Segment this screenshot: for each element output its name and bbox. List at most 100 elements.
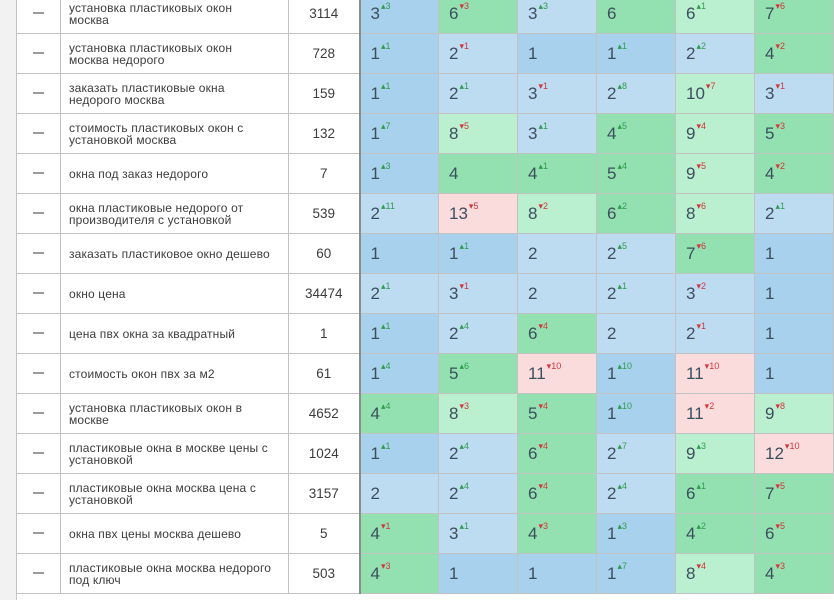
position-up-delta: ▴3 <box>538 1 548 11</box>
position-cell: 8▾4 <box>675 553 755 594</box>
delta-value: 3 <box>780 120 786 131</box>
position-value: 2 <box>607 323 617 343</box>
frequency-cell: 539 <box>288 193 361 234</box>
remove-row-icon[interactable] <box>33 332 44 335</box>
position-value: 3 <box>765 83 775 103</box>
keyword-cell: пластиковые окна москва недорого под клю… <box>60 553 289 594</box>
position-value: 7 <box>765 3 775 23</box>
delta-value: 1 <box>385 280 391 291</box>
remove-row-icon[interactable] <box>33 372 44 375</box>
position-value: 11 <box>528 363 546 383</box>
position-value: 2 <box>765 203 775 223</box>
table-row: стоимость пластиковых окон с установкой … <box>16 113 834 154</box>
remove-row-icon[interactable] <box>33 452 44 455</box>
position-up-delta: ▴1 <box>381 441 391 451</box>
position-up-delta: ▴5 <box>617 121 627 131</box>
keyword-cell: окна под заказ недорого <box>60 153 289 194</box>
position-cell: 7▾6 <box>754 0 834 34</box>
position-down-delta: ▾1 <box>381 521 391 531</box>
position-value: 2 <box>686 323 696 343</box>
arrow-up-icon: ▴ <box>380 400 386 411</box>
remove-row-icon[interactable] <box>33 532 44 535</box>
delta-value: 3 <box>701 440 707 451</box>
position-value: 1 <box>765 243 775 263</box>
row-action-cell <box>16 73 61 114</box>
position-up-delta: ▴1 <box>381 321 391 331</box>
arrow-down-icon: ▾ <box>696 560 701 571</box>
keyword-cell: установка пластиковых окон москва недоро… <box>60 33 289 74</box>
position-down-delta: ▾10 <box>547 361 562 371</box>
keyword-text: пластиковые окна москва недорого под клю… <box>69 560 272 587</box>
remove-row-icon[interactable] <box>33 252 44 255</box>
keyword-cell: заказать пластиковое окно дешево <box>60 233 289 274</box>
arrow-up-icon: ▴ <box>380 120 386 131</box>
remove-row-icon[interactable] <box>33 52 44 55</box>
position-cell: 2▴8 <box>596 73 676 114</box>
position-down-delta: ▾3 <box>775 561 785 571</box>
table-row: установка пластиковых окон москва недоро… <box>16 33 834 74</box>
position-value: 5 <box>449 363 459 383</box>
remove-row-icon[interactable] <box>33 12 44 15</box>
delta-value: 4 <box>543 400 549 411</box>
remove-row-icon[interactable] <box>33 492 44 495</box>
position-value: 5 <box>607 163 617 183</box>
arrow-down-icon: ▾ <box>538 440 543 451</box>
position-value: 2 <box>370 203 380 223</box>
position-up-delta: ▴1 <box>381 81 391 91</box>
arrow-down-icon: ▾ <box>538 80 543 91</box>
row-action-cell <box>16 153 61 194</box>
remove-row-icon[interactable] <box>33 172 44 175</box>
arrow-down-icon: ▾ <box>459 120 464 131</box>
delta-value: 8 <box>780 400 786 411</box>
position-value: 8 <box>686 563 696 583</box>
keyword-positions-table: установка пластиковых окон москва 3114 3▴3… <box>16 0 834 594</box>
position-cell: 13▾5 <box>438 193 518 234</box>
position-value: 13 <box>449 203 468 223</box>
position-cell: 2▴2 <box>675 33 755 74</box>
arrow-down-icon: ▾ <box>775 400 780 411</box>
table-row: заказать пластиковое окно дешево 60 1 1▴1 2 2… <box>16 233 834 274</box>
position-down-delta: ▾1 <box>696 321 706 331</box>
arrow-up-icon: ▴ <box>696 440 701 451</box>
position-cell: 2 <box>517 273 597 314</box>
remove-row-icon[interactable] <box>33 212 44 215</box>
remove-row-icon[interactable] <box>33 292 44 295</box>
position-cell: 1▴4 <box>359 353 439 394</box>
arrow-down-icon: ▾ <box>775 40 780 51</box>
arrow-up-icon: ▴ <box>380 360 386 371</box>
remove-row-icon[interactable] <box>33 92 44 95</box>
position-cell: 1▴1 <box>359 33 439 74</box>
position-cell: 9▾8 <box>754 393 834 434</box>
remove-row-icon[interactable] <box>33 132 44 135</box>
position-cell: 4▾3 <box>517 513 597 554</box>
remove-row-icon[interactable] <box>33 412 44 415</box>
frequency-cell: 4652 <box>288 393 361 434</box>
position-value: 1 <box>370 363 380 383</box>
position-up-delta: ▴4 <box>617 161 627 171</box>
delta-value: 4 <box>701 120 707 131</box>
position-cell: 1▴1 <box>596 33 676 74</box>
position-value: 1 <box>370 83 380 103</box>
position-value: 2 <box>528 243 538 263</box>
keyword-text: окна пластиковые недорого от производите… <box>69 200 244 227</box>
position-value: 1 <box>449 563 459 583</box>
position-up-delta: ▴2 <box>617 201 627 211</box>
table-row: окна под заказ недорого 7 1▴3 4 4▴1 5▴4 9▾5 4▾2 <box>16 153 834 194</box>
arrow-down-icon: ▾ <box>546 360 552 371</box>
position-cell: 6▾3 <box>438 0 518 34</box>
position-cell: 5▾3 <box>754 113 834 154</box>
position-cell: 4▾1 <box>359 513 439 554</box>
position-value: 3 <box>370 3 380 23</box>
delta-value: 5 <box>780 480 786 491</box>
row-action-cell <box>16 33 61 74</box>
position-value: 1 <box>607 403 617 423</box>
delta-value: 7 <box>385 120 391 131</box>
delta-value: 1 <box>385 440 391 451</box>
arrow-down-icon: ▾ <box>775 80 780 91</box>
position-down-delta: ▾2 <box>696 281 706 291</box>
remove-row-icon[interactable] <box>33 572 44 575</box>
position-cell: 6▴1 <box>675 473 755 514</box>
position-value: 1 <box>370 163 380 183</box>
arrow-down-icon: ▾ <box>705 80 711 91</box>
position-value: 1 <box>765 283 775 303</box>
